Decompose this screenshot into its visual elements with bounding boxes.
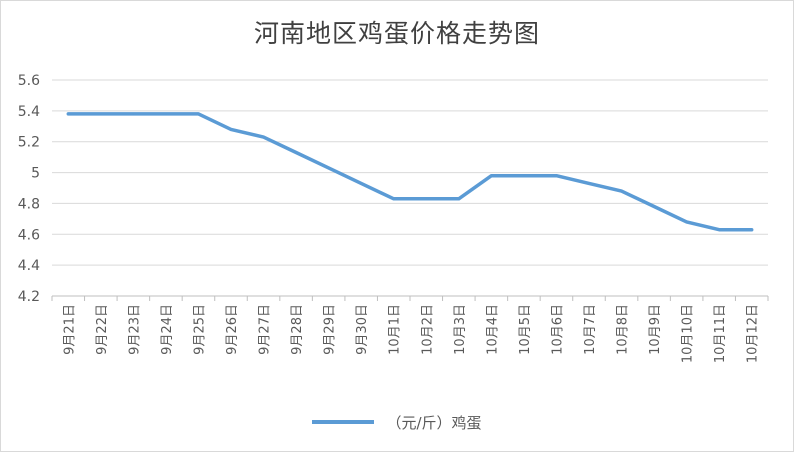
x-tick-label: 10月6日 bbox=[550, 304, 565, 355]
gridlines bbox=[52, 79, 768, 266]
series-line bbox=[66, 112, 754, 232]
data-point bbox=[100, 113, 102, 115]
y-tick-label: 4.6 bbox=[18, 227, 40, 243]
data-point bbox=[132, 113, 135, 115]
x-tick-label: 9月27日 bbox=[258, 304, 273, 355]
chart-title: 河南地区鸡蛋价格走势图 bbox=[253, 19, 540, 48]
data-point bbox=[718, 228, 720, 231]
x-tick-label: 9月29日 bbox=[323, 304, 338, 355]
legend-label: （元/斤）鸡蛋 bbox=[386, 413, 482, 432]
data-point bbox=[685, 221, 688, 223]
x-axis bbox=[51, 295, 769, 301]
x-tick-label: 10月7日 bbox=[583, 304, 598, 355]
x-tick-label: 10月2日 bbox=[420, 304, 435, 355]
data-point bbox=[327, 167, 330, 169]
data-point bbox=[588, 182, 590, 185]
series-layer bbox=[66, 112, 754, 232]
x-tick-label: 9月22日 bbox=[95, 304, 110, 355]
x-tick-label: 10月9日 bbox=[648, 304, 663, 355]
x-tick-label: 9月28日 bbox=[290, 304, 305, 355]
y-tick-label: 4.8 bbox=[18, 196, 40, 212]
data-point bbox=[262, 136, 265, 138]
data-point bbox=[620, 190, 623, 192]
data-point bbox=[490, 174, 493, 177]
x-tick-label: 9月25日 bbox=[192, 304, 207, 355]
data-point bbox=[750, 228, 753, 231]
data-point bbox=[392, 198, 395, 200]
x-tick-label: 9月26日 bbox=[225, 304, 240, 355]
data-point bbox=[295, 151, 297, 154]
data-point bbox=[425, 198, 428, 200]
x-axis-ticks: 9月21日 9月22日 9月23日 9月24日 9月25日 9月26日 9月27日 9月28日… bbox=[62, 304, 760, 363]
x-tick-label: 9月30日 bbox=[355, 304, 370, 355]
y-tick-label: 5.4 bbox=[18, 104, 40, 120]
legend: （元/斤）鸡蛋 bbox=[0, 410, 794, 434]
y-tick-label: 4.2 bbox=[18, 289, 40, 305]
x-tick-label: 9月24日 bbox=[160, 304, 175, 355]
x-tick-label: 10月1日 bbox=[388, 304, 403, 355]
data-point bbox=[230, 128, 232, 131]
y-tick-label: 5.2 bbox=[18, 135, 40, 151]
x-tick-label: 10月12日 bbox=[746, 304, 761, 363]
data-point bbox=[197, 113, 200, 115]
y-axis-ticks: 4.2 4.4 4.6 4.8 5 5.2 5.4 5.6 bbox=[18, 73, 40, 305]
data-point bbox=[458, 198, 460, 200]
data-point bbox=[523, 174, 525, 177]
x-tick-label: 10月8日 bbox=[616, 304, 631, 355]
legend-swatch bbox=[312, 420, 375, 424]
data-point bbox=[165, 113, 167, 115]
data-point bbox=[555, 174, 558, 177]
y-tick-label: 5 bbox=[31, 166, 40, 182]
x-tick-label: 10月4日 bbox=[485, 304, 500, 355]
data-point bbox=[653, 205, 655, 208]
x-tick-label: 9月21日 bbox=[62, 304, 77, 355]
x-tick-label: 10月3日 bbox=[453, 304, 468, 355]
x-tick-label: 9月23日 bbox=[127, 304, 142, 355]
data-point bbox=[67, 113, 70, 115]
x-tick-label: 10月11日 bbox=[713, 304, 728, 363]
x-tick-label: 10月5日 bbox=[518, 304, 533, 355]
y-tick-label: 5.6 bbox=[18, 73, 40, 89]
data-point bbox=[360, 182, 362, 185]
x-tick-label: 10月10日 bbox=[681, 304, 696, 363]
y-tick-label: 4.4 bbox=[18, 258, 40, 274]
